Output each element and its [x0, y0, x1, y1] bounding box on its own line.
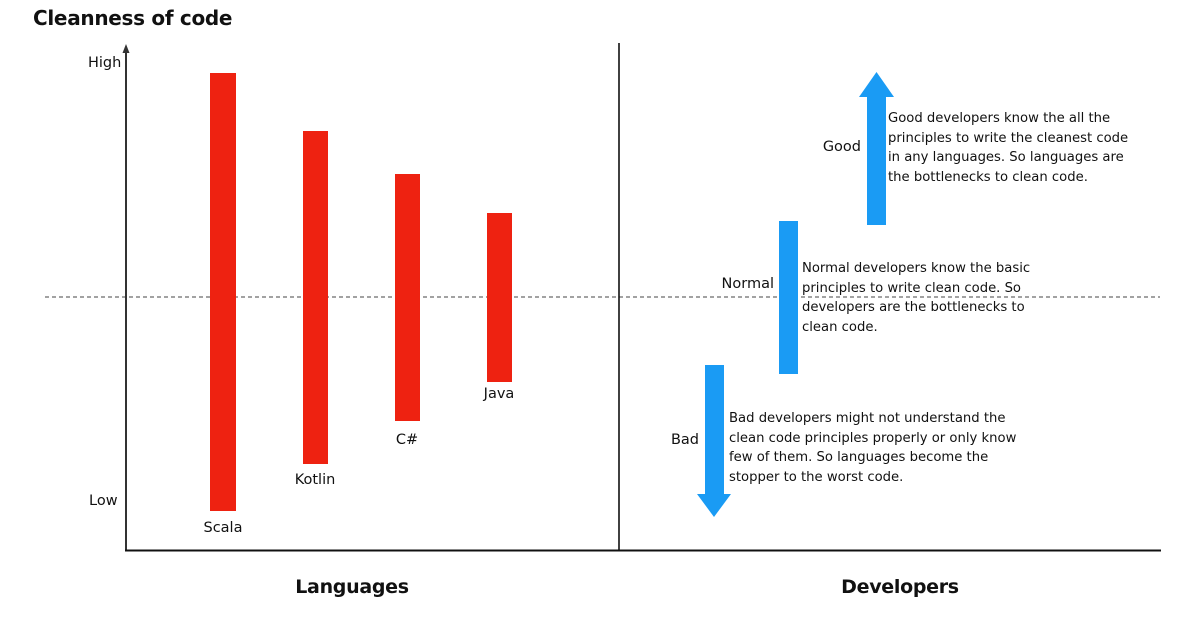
bar-kotlin — [303, 131, 328, 464]
section-label-languages: Languages — [295, 576, 409, 598]
bar-scala — [210, 73, 236, 511]
bar-csharp — [395, 174, 420, 421]
developer-level-bad: Bad — [670, 432, 699, 448]
language-label-java: Java — [483, 386, 515, 402]
developer-description-normal: Normal developers know the basic princip… — [802, 261, 1031, 335]
chart-title: Cleanness of code — [33, 6, 233, 30]
developer-description-bad: Bad developers might not understand the … — [729, 411, 1017, 485]
bar-java — [487, 213, 512, 382]
y-axis — [122, 44, 130, 551]
good-up-arrow-icon — [859, 72, 894, 225]
section-label-developers: Developers — [841, 576, 959, 598]
bad-down-arrow-icon — [697, 365, 731, 517]
language-label-csharp: C# — [395, 432, 419, 448]
developer-description-good: Good developers know the all the princip… — [888, 111, 1129, 185]
developer-level-normal: Normal — [721, 276, 774, 292]
language-label-scala: Scala — [203, 520, 243, 536]
y-axis-high-label: High — [88, 55, 122, 71]
developer-level-good: Good — [822, 139, 861, 155]
language-label-kotlin: Kotlin — [294, 472, 336, 488]
y-axis-low-label: Low — [89, 493, 118, 509]
normal-bar — [779, 221, 798, 374]
y-axis-arrow-icon — [122, 44, 130, 53]
